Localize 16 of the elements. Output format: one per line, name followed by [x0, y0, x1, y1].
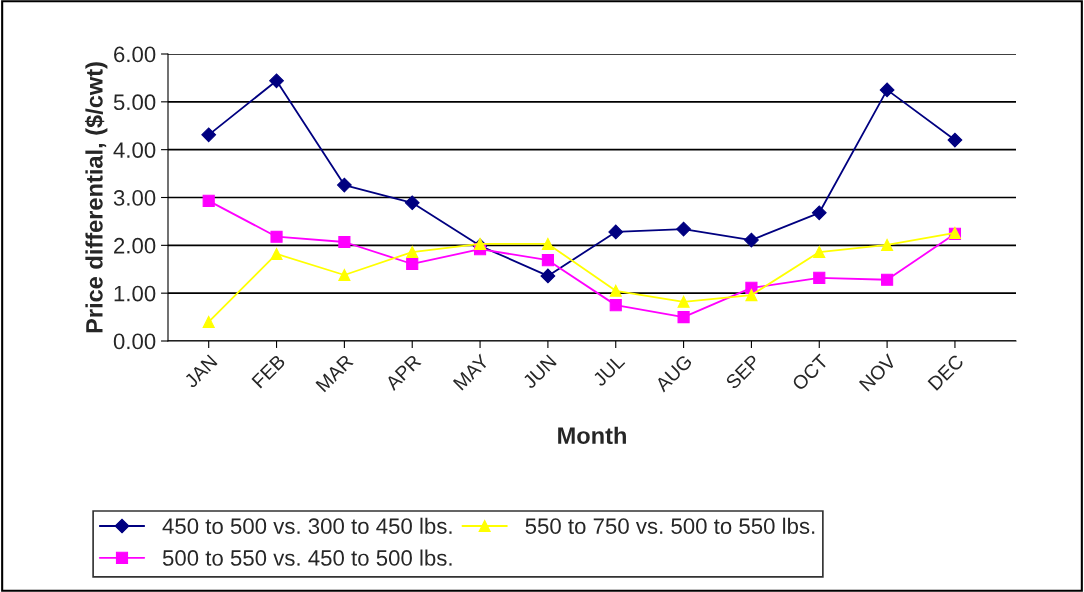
y-tick-label: 1.00: [114, 285, 156, 302]
y-tick-label: 5.00: [113, 94, 156, 111]
x-tick-label: JUL: [592, 353, 626, 388]
y-tick-label: 6.00: [114, 46, 156, 63]
legend-label: 550 to 750 vs. 500 to 550 lbs.: [525, 517, 815, 534]
y-tick-label: 4.00: [113, 142, 156, 158]
y-tick-label: 2.00: [114, 237, 156, 254]
x-tick-label: SEP: [724, 353, 761, 390]
y-tick-label: 3.00: [113, 190, 156, 206]
legend-label: 450 to 500 vs. 300 to 450 lbs.: [162, 517, 452, 534]
y-tick-label: 0.00: [113, 333, 156, 350]
x-tick-label: JAN: [183, 354, 218, 389]
y-axis-title: Price differential, ($/cwt): [84, 62, 108, 333]
legend-label: 500 to 550 vs. 450 to 500 lbs.: [162, 549, 452, 566]
x-axis-title: Month: [558, 426, 626, 445]
x-tick-label: FEB: [251, 354, 286, 389]
